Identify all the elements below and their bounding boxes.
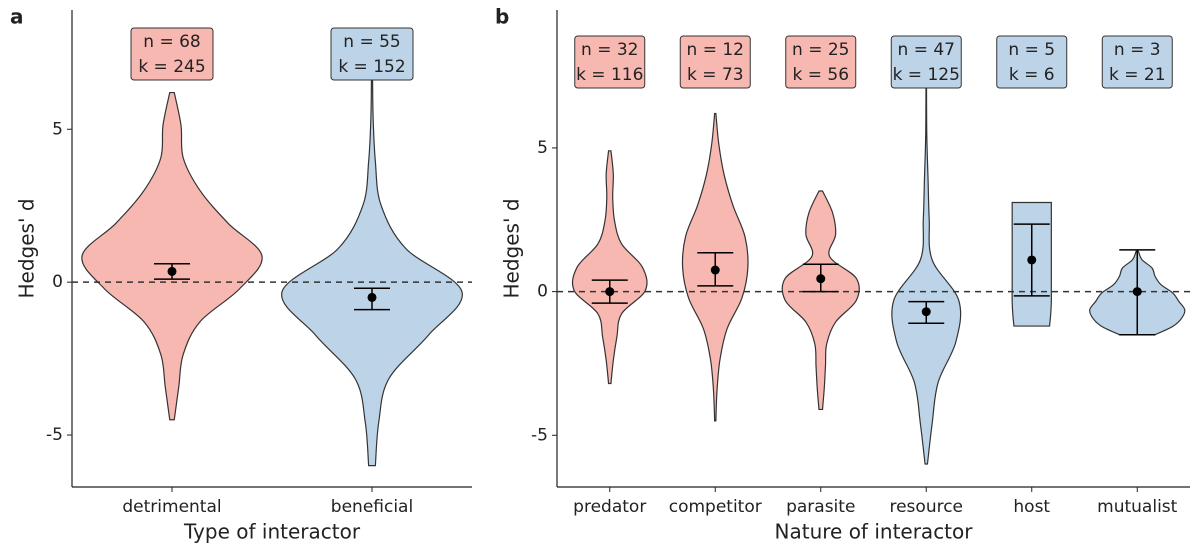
x-tick-label: competitor (669, 497, 762, 517)
mean-point (816, 274, 826, 284)
x-tick-label: predator (573, 497, 646, 517)
x-tick-label: detrimental (122, 497, 221, 517)
annotation-text: k = 6 (1009, 65, 1055, 85)
annotation-text: k = 125 (893, 65, 960, 85)
annotation-text: k = 56 (792, 65, 849, 85)
x-tick-label: host (1013, 497, 1050, 517)
mean-point (1132, 287, 1142, 297)
mean-point (1027, 255, 1037, 265)
x-tick-label: mutualist (1097, 497, 1177, 517)
x-axis-label: Type of interactor (183, 520, 361, 544)
annotation-box (1101, 35, 1173, 89)
annotation-box (679, 35, 751, 89)
y-tick-label: -5 (46, 425, 63, 445)
x-tick-label: resource (889, 497, 963, 517)
annotation-text: k = 245 (138, 57, 205, 77)
annotation-box (890, 35, 962, 89)
violin (781, 190, 860, 411)
violin (81, 91, 263, 421)
y-tick-label: -5 (531, 425, 548, 445)
mean-point (167, 266, 177, 276)
annotation-box (330, 27, 414, 81)
annotation-text: k = 21 (1109, 65, 1166, 85)
y-axis-label: Hedges' d (15, 198, 39, 298)
y-tick-label: 0 (52, 272, 63, 292)
panel-label: a (10, 5, 24, 29)
y-tick-label: 5 (537, 138, 548, 158)
annotation-text: k = 152 (338, 57, 405, 77)
y-axis-label: Hedges' d (500, 198, 524, 298)
annotation-box (785, 35, 857, 89)
annotation-text: n = 32 (581, 40, 638, 60)
panel-label: b (495, 5, 509, 29)
x-axis-label: Nature of interactor (775, 520, 974, 544)
mean-point (710, 265, 720, 275)
violin (571, 150, 648, 385)
violin (281, 30, 463, 467)
mean-point (921, 307, 931, 317)
annotation-box (574, 35, 646, 89)
mean-point (605, 287, 615, 297)
annotation-text: n = 55 (343, 32, 400, 52)
violin (891, 55, 962, 465)
annotation-text: n = 25 (792, 40, 849, 60)
annotation-text: n = 47 (898, 40, 955, 60)
annotation-box (130, 27, 214, 81)
x-tick-label: parasite (786, 497, 855, 517)
annotation-box (996, 35, 1068, 89)
annotation-text: n = 3 (1114, 40, 1161, 60)
annotation-text: k = 73 (687, 65, 744, 85)
annotation-text: n = 68 (143, 32, 200, 52)
y-tick-label: 0 (537, 282, 548, 302)
y-tick-label: 5 (52, 119, 63, 139)
annotation-text: n = 5 (1008, 40, 1055, 60)
x-tick-label: beneficial (331, 497, 413, 517)
annotation-text: k = 116 (576, 65, 643, 85)
annotation-text: n = 12 (687, 40, 744, 60)
mean-point (367, 292, 377, 302)
